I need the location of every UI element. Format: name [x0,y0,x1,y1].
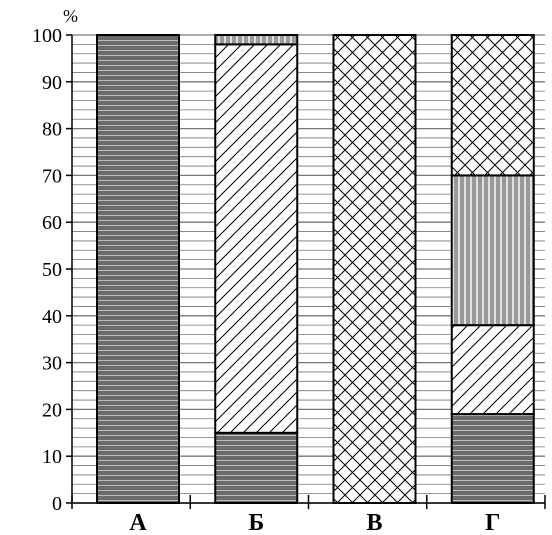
bar-segment [332,34,417,504]
y-tick-label: 60 [42,212,62,234]
x-tick-labels: А Б В Г [129,510,500,535]
y-tick-label: 30 [42,353,62,375]
y-tick-label: 100 [32,25,62,47]
y-tick-label: 70 [42,165,62,187]
y-tick-label: 20 [42,399,62,421]
bar-segment [96,34,180,504]
bar-segment [450,324,535,416]
category-label: Б [248,510,264,535]
bar-segment [450,34,535,177]
category-label: А [129,510,147,535]
bars [96,34,535,504]
bar-segment [214,34,299,46]
y-tick-label: 0 [52,493,62,515]
y-axis-label: % [63,6,78,26]
bar-segment [450,174,535,327]
y-tick-label: 10 [42,446,62,468]
y-tick-label: 40 [42,306,62,328]
bar-segment [214,431,299,504]
bar-segment [214,43,299,434]
category-label: Г [485,510,500,535]
y-tick-label: 90 [42,72,62,94]
category-label: В [366,510,382,535]
bar-segment [450,413,535,504]
axes [66,34,546,509]
y-tick-label: 50 [42,259,62,281]
y-tick-labels: 0 10 20 30 40 50 60 70 80 90 100 [32,25,62,515]
y-tick-label: 80 [42,119,62,141]
